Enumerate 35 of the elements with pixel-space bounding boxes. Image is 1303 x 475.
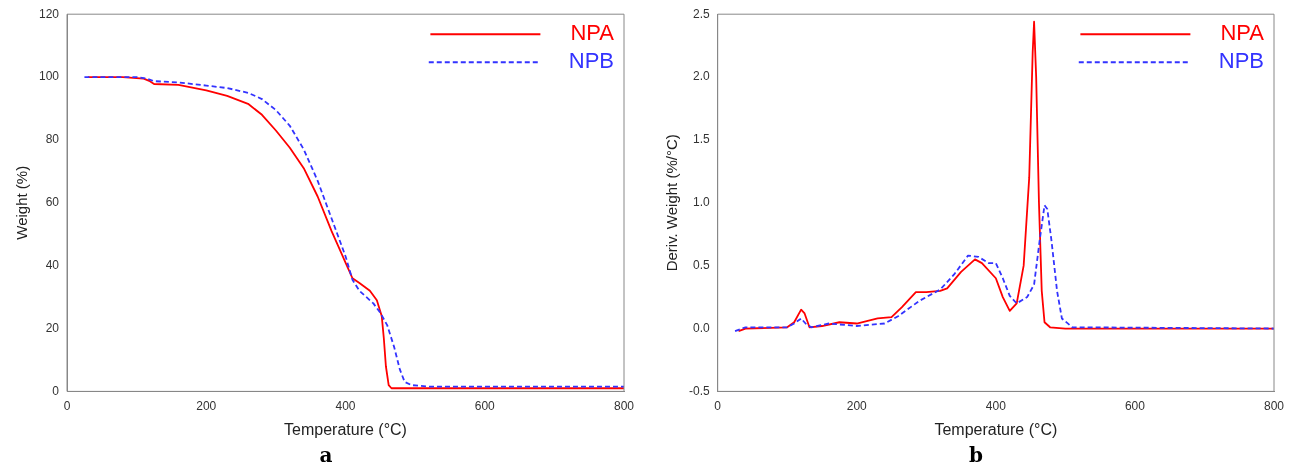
text: a (318, 443, 334, 467)
line-series (734, 204, 1274, 332)
x-tick-label: 600 (474, 398, 496, 413)
x-tick-label: 800 (613, 398, 635, 413)
x-axis-title: Temperature (°C) (934, 420, 1058, 438)
y-tick-label: 1.5 (692, 132, 710, 147)
y-axis-title: Weight (%) (13, 165, 31, 240)
y-tick-label: 2.5 (692, 6, 710, 21)
x-tick-label: 400 (335, 398, 356, 413)
y-tick-label: 2.0 (692, 69, 710, 84)
y-tick-label: -0.5 (688, 383, 710, 398)
y-tick-label: 0.5 (692, 257, 710, 272)
y-tick-label: 40 (45, 257, 60, 272)
y-tick-label: 120 (38, 6, 60, 21)
y-tick-label: 20 (45, 320, 60, 335)
x-tick-label: 200 (846, 398, 868, 413)
x-tick-label: 0 (63, 398, 71, 413)
legend-label: NPA (1220, 20, 1265, 46)
x-tick-label: 200 (196, 398, 217, 413)
legend-label: NPB (1218, 48, 1265, 74)
y-tick-label: 1.0 (692, 195, 710, 210)
legend-label: NPA (570, 20, 615, 46)
legend-label: NPB (568, 48, 615, 74)
x-tick-label: 800 (1263, 398, 1285, 413)
x-tick-label: 0 (714, 398, 722, 413)
y-tick-label: 60 (45, 195, 60, 210)
y-axis-title: Deriv. Weight (%/°C) (663, 134, 681, 272)
x-axis-title: Temperature (°C) (284, 420, 407, 438)
y-tick-label: 100 (38, 69, 60, 84)
y-tick-label: 0 (52, 383, 60, 398)
x-tick-label: 400 (985, 398, 1007, 413)
x-tick-label: 600 (1124, 398, 1146, 413)
text: b (968, 443, 984, 467)
y-tick-label: 0.0 (692, 320, 710, 335)
y-tick-label: 80 (45, 132, 60, 147)
